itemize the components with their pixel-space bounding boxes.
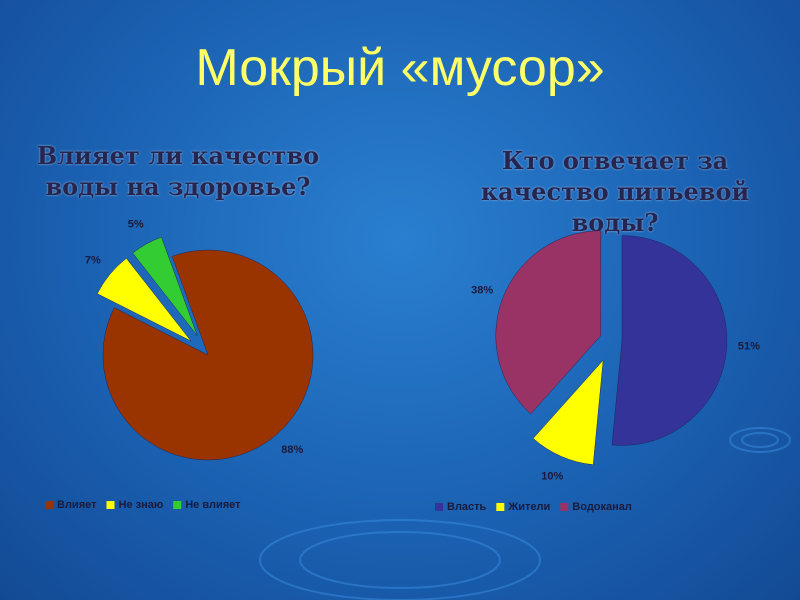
pie-slice <box>532 359 604 465</box>
legend-swatch <box>435 503 443 511</box>
legend-label: Жители <box>507 501 550 513</box>
legend-label: Не знаю <box>118 499 163 511</box>
legend-swatch <box>45 501 53 509</box>
data-label: 88% <box>281 444 303 456</box>
legend-swatch <box>560 503 569 511</box>
legend-label: Водоканал <box>572 501 632 513</box>
chart-title: Влияет ли качество воды на здоровье? <box>36 141 320 201</box>
legend-swatch <box>173 501 182 509</box>
legend-swatch <box>106 501 115 509</box>
ripples <box>259 427 791 600</box>
pie-slice <box>611 235 728 446</box>
data-label: 7% <box>85 254 101 266</box>
pie-slice <box>495 230 602 415</box>
slide-title: Мокрый «мусор» <box>195 39 605 97</box>
chart-title: Кто отвечает за качество питьевой воды? <box>480 146 750 237</box>
legend-label: Власть <box>447 501 487 513</box>
legend-label: Влияет <box>57 499 97 511</box>
pie-slice <box>96 257 192 342</box>
data-label: 10% <box>541 470 563 482</box>
data-label: 51% <box>738 340 760 352</box>
pie-slice <box>132 236 198 336</box>
pie-slice <box>102 249 314 461</box>
data-label: 38% <box>471 284 493 296</box>
data-label: 5% <box>128 219 144 231</box>
legend-label: Не влияет <box>185 499 241 511</box>
legend-swatch <box>496 503 505 511</box>
